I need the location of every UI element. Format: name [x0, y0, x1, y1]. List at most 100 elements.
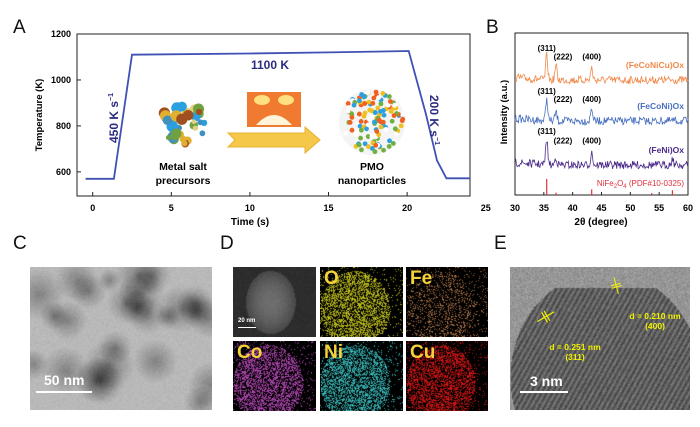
sphere-atom [376, 117, 382, 123]
sphere-atom [385, 102, 391, 108]
sphere-atom [366, 99, 372, 105]
x-axis-label: Time (s) [231, 217, 269, 228]
sphere-atom [378, 109, 383, 114]
sphere-atom [357, 123, 363, 129]
sphere-atom [358, 127, 364, 133]
panel-label-e: E [494, 233, 507, 254]
precursor-particle [177, 101, 187, 112]
sphere-atom [359, 147, 364, 153]
sphere-atom [370, 100, 376, 106]
sphere-atom [361, 94, 367, 100]
precursor-particle [162, 115, 173, 126]
sphere-atom [365, 134, 371, 139]
sphere-atom [346, 105, 352, 111]
sphere-atom [387, 99, 393, 104]
ref-mid: O [617, 179, 623, 188]
heating-rate-exponent: −1 [108, 93, 115, 101]
sphere-atom [356, 142, 362, 148]
peak-label: (222) [554, 136, 573, 145]
xrd-trace [514, 97, 689, 126]
haadf-scale-label: 20 nm [238, 318, 256, 324]
sphere-atom [349, 114, 355, 120]
sphere-atom [374, 129, 380, 134]
panel-label-c: C [13, 233, 27, 254]
sphere-atom [380, 90, 386, 96]
precursor-particle [165, 135, 171, 141]
panel-label-d: D [220, 233, 234, 254]
precursor-particle [197, 119, 204, 126]
fringe-400-annotation: d = 0.210 nm (400) [615, 311, 690, 331]
series-label: (FeCoNi)Ox [637, 101, 684, 111]
series-label: (FeCoNiCu)Ox [626, 60, 684, 70]
sphere-atom [386, 94, 392, 99]
sphere-atom [349, 127, 355, 133]
plateau-label: 1100 K [251, 58, 289, 72]
sphere-atom [345, 101, 351, 106]
ref-pre: NiFe [597, 179, 614, 188]
sphere-atom [375, 105, 381, 111]
hrtem-scale-bar [520, 391, 568, 393]
x-axis-label: 2θ (degree) [574, 217, 627, 228]
sphere-atom [343, 130, 348, 136]
temperature-curve [85, 50, 470, 180]
sphere-atom [351, 102, 357, 108]
sphere-atom [380, 119, 386, 125]
product-label-line1: PMO [360, 161, 384, 173]
precursor-label-line1: Metal salt [159, 161, 207, 173]
chart-a: 0 5 10 15 20 25 600 800 1000 1200 Time (s) Temperat… [34, 29, 491, 228]
precursor-cluster-icon [158, 101, 208, 148]
sphere-atom [392, 102, 398, 108]
heater-sample [256, 115, 292, 125]
sphere-atom [367, 107, 373, 113]
xrd-trace [514, 141, 689, 170]
y-tick-label: 1200 [51, 29, 71, 39]
tem-scale-label: 50 nm [44, 372, 85, 388]
sphere-atom [376, 95, 381, 101]
sphere-atom [362, 101, 368, 106]
fringe-400-hkl: (400) [645, 321, 665, 331]
haadf-image: 20 nm [233, 267, 316, 337]
sphere-atom [390, 140, 396, 146]
y-tick-label: 1000 [51, 75, 71, 85]
sphere-atom [400, 116, 406, 122]
precursor-particle [181, 140, 188, 147]
tem-scale-bar [36, 391, 92, 393]
eds-map-fe: Fe [406, 267, 488, 337]
eds-map-ni: Ni [320, 341, 403, 411]
haadf-scale-bar [238, 327, 256, 328]
cooling-rate-exponent: −1 [433, 137, 440, 145]
x-tick-label: 30 [510, 203, 520, 213]
eds-map-co: Co [233, 341, 316, 411]
precursor-particle [199, 130, 206, 137]
x-tick-label: 45 [596, 203, 606, 213]
xrd-trace [514, 51, 689, 85]
peak-label: (311) [538, 87, 557, 96]
sphere-atom [393, 132, 399, 137]
chart-b: 30 35 40 45 50 55 60 2θ (degree) Intensity (a.u.… [499, 32, 693, 228]
fringe-311-hkl: (311) [565, 352, 585, 362]
panel-label-b: B [486, 17, 499, 38]
plot-frame [514, 32, 689, 196]
element-label: Co [237, 342, 263, 363]
sphere-atom [358, 119, 364, 124]
sphere-atom [347, 120, 353, 125]
heater-glow [278, 95, 294, 105]
fringe-311-annotation: d = 0.251 nm (311) [535, 342, 615, 362]
precursor-particle [195, 108, 203, 116]
x-tick-label: 40 [568, 203, 578, 213]
sphere-atom [388, 108, 394, 114]
x-tick-label: 10 [245, 203, 255, 213]
sphere-atom [354, 128, 360, 134]
x-tick-label: 60 [683, 203, 693, 213]
sphere-atom [369, 134, 375, 140]
peak-label: (311) [538, 127, 557, 136]
sphere-atom [357, 98, 362, 104]
peak-label: (222) [554, 53, 573, 62]
fringe-311-d: d = 0.251 nm [549, 342, 601, 352]
ref-sub1: 2 [614, 184, 618, 190]
sphere-atom [387, 138, 392, 144]
sphere-atom [378, 101, 384, 107]
precursor-particle [176, 113, 188, 125]
joule-heater-icon [247, 92, 301, 127]
